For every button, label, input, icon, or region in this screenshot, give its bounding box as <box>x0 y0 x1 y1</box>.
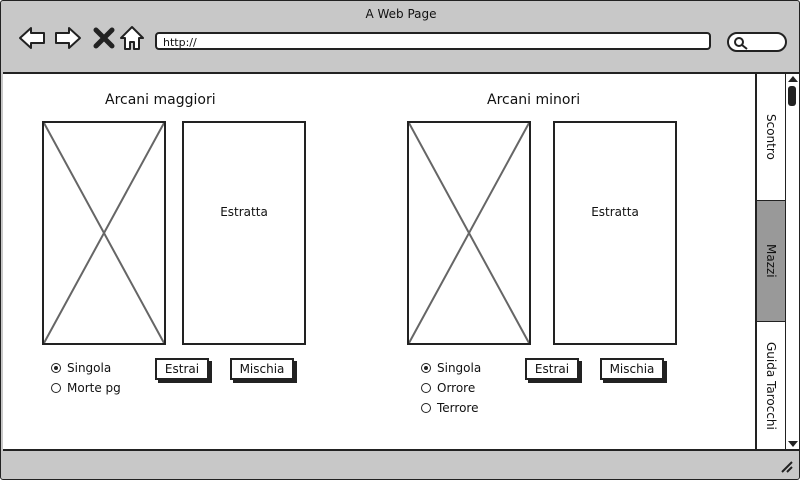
back-arrow-icon[interactable] <box>17 23 47 53</box>
card-estratta: Estratta <box>553 121 677 345</box>
resize-grip-icon[interactable] <box>779 459 793 473</box>
radio-label: Morte pg <box>67 381 121 395</box>
search-icon <box>734 37 748 50</box>
radio-checked-icon <box>421 363 431 373</box>
estratta-label: Estratta <box>591 205 639 219</box>
estrai-button[interactable]: Estrai <box>525 358 579 380</box>
radio-unchecked-icon <box>51 383 61 393</box>
tab-mazzi[interactable]: Mazzi <box>757 201 785 322</box>
radio-morte-pg[interactable]: Morte pg <box>51 381 121 395</box>
scroll-up-icon[interactable] <box>788 76 798 82</box>
radio-label: Terrore <box>437 401 479 415</box>
tab-label: Mazzi <box>764 244 778 278</box>
tab-scontro[interactable]: Scontro <box>757 74 785 201</box>
window-title: A Web Page <box>365 7 437 21</box>
radio-singola[interactable]: Singola <box>51 361 111 375</box>
mischia-button[interactable]: Mischia <box>230 358 294 380</box>
section-title-minori: Arcani minori <box>487 92 581 108</box>
radio-orrore[interactable]: Orrore <box>421 381 475 395</box>
side-tab-bar: Scontro Mazzi Guida Tarocchi <box>755 72 785 451</box>
radio-checked-icon <box>51 363 61 373</box>
radio-label: Singola <box>437 361 482 375</box>
status-bar <box>3 453 799 477</box>
radio-label: Singola <box>67 361 112 375</box>
card-placeholder-image <box>42 121 166 345</box>
tab-label: Guida Tarocchi <box>764 341 778 430</box>
section-title-maggiori: Arcani maggiori <box>105 92 216 108</box>
vertical-scrollbar[interactable] <box>785 72 799 451</box>
estrai-button[interactable]: Estrai <box>155 358 209 380</box>
radio-unchecked-icon <box>421 403 431 413</box>
home-icon[interactable] <box>117 23 147 53</box>
scroll-down-icon[interactable] <box>788 441 798 447</box>
mischia-button[interactable]: Mischia <box>600 358 664 380</box>
radio-singola[interactable]: Singola <box>421 361 481 375</box>
tab-guida-tarocchi[interactable]: Guida Tarocchi <box>757 322 785 449</box>
address-bar[interactable]: http:// <box>155 32 711 50</box>
tab-label: Scontro <box>764 114 778 160</box>
radio-label: Orrore <box>437 381 476 395</box>
estratta-label: Estratta <box>220 205 268 219</box>
forward-arrow-icon[interactable] <box>53 23 83 53</box>
close-x-icon[interactable] <box>89 23 119 53</box>
radio-terrore[interactable]: Terrore <box>421 401 478 415</box>
card-estratta: Estratta <box>182 121 306 345</box>
scroll-thumb[interactable] <box>788 86 796 106</box>
radio-unchecked-icon <box>421 383 431 393</box>
page-content: Arcani maggiori Estratta Singola Morte p… <box>3 72 755 451</box>
card-placeholder-image <box>407 121 531 345</box>
search-field[interactable] <box>727 32 787 52</box>
